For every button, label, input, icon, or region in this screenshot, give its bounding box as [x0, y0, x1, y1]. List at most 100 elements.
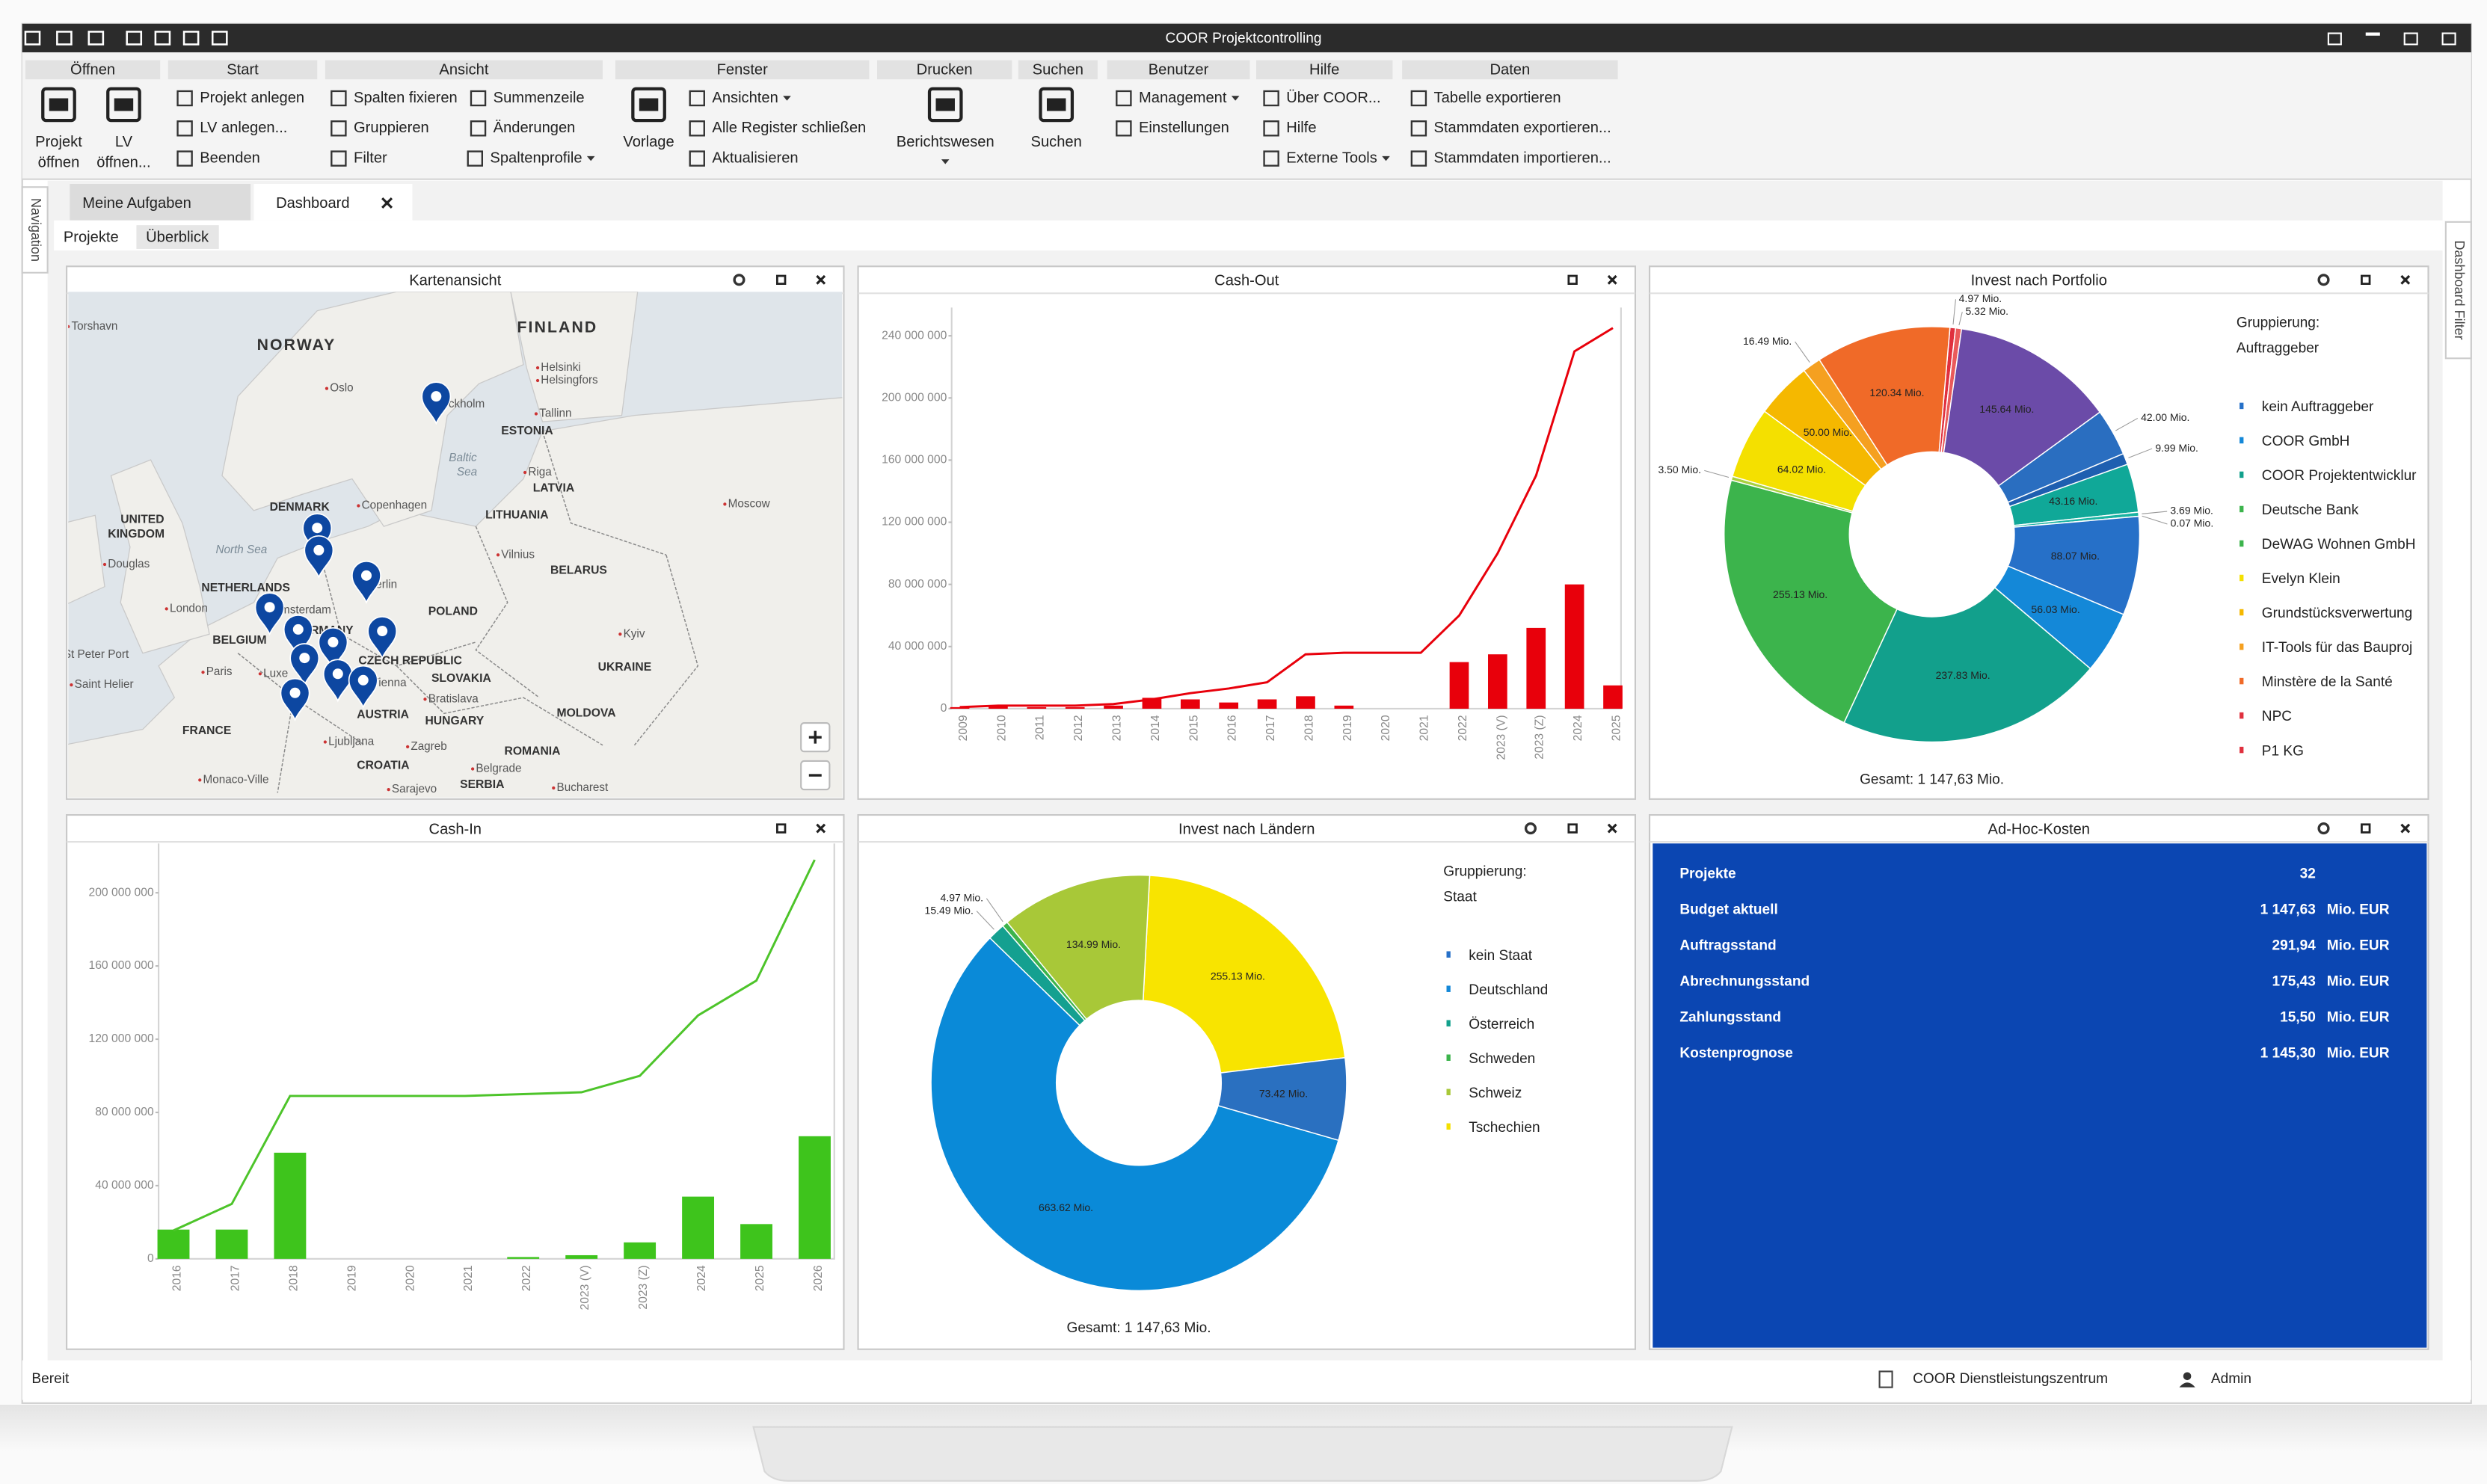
- ribbon-item-icon[interactable]: [1263, 90, 1279, 107]
- bar: [799, 1136, 831, 1259]
- panel-maximize[interactable]: [1567, 274, 1578, 285]
- map-pin[interactable]: [283, 615, 313, 659]
- toolbar-icon[interactable]: [182, 31, 200, 46]
- toolbar-icon[interactable]: [211, 31, 228, 46]
- x-tick-label: 2022: [520, 1265, 533, 1291]
- map-pin[interactable]: [348, 665, 378, 709]
- map-label: Copenhagen: [362, 499, 427, 512]
- panel-maximize[interactable]: [775, 823, 787, 834]
- panel-maximize[interactable]: [2361, 274, 2371, 285]
- legend-swatch: [1446, 1020, 1451, 1026]
- ribbon-item-label: Gruppieren: [354, 120, 429, 136]
- map-pin[interactable]: [351, 560, 381, 605]
- ribbon-item-icon[interactable]: [689, 120, 705, 137]
- panel-settings[interactable]: [2317, 822, 2330, 835]
- ribbon-item-icon[interactable]: [470, 120, 487, 137]
- map-city-dot: [523, 470, 527, 475]
- map-label: NORWAY: [257, 336, 336, 354]
- map-pin[interactable]: [318, 627, 348, 671]
- panel-maximize[interactable]: [2361, 823, 2371, 834]
- map-pin[interactable]: [421, 381, 452, 425]
- map-pin[interactable]: [289, 643, 320, 687]
- dropdown-arrow: [783, 96, 791, 101]
- panel-settings[interactable]: [733, 274, 746, 286]
- ribbon-button-icon[interactable]: [631, 87, 666, 123]
- map-pin[interactable]: [254, 592, 285, 636]
- panel-close[interactable]: [816, 274, 826, 285]
- ribbon-button-label: LV: [115, 134, 133, 150]
- ribbon-item-icon[interactable]: [331, 120, 347, 137]
- ribbon-item-icon[interactable]: [331, 150, 347, 167]
- ribbon-item-icon[interactable]: [1263, 120, 1279, 137]
- panel-settings[interactable]: [2317, 274, 2330, 286]
- toolbar-icon[interactable]: [56, 31, 73, 46]
- ribbon-item-icon[interactable]: [1410, 120, 1427, 137]
- legend-swatch: [2239, 746, 2244, 754]
- panel-settings[interactable]: [1524, 822, 1537, 835]
- ribbon-button-icon[interactable]: [41, 87, 76, 123]
- panel-maximize[interactable]: [775, 274, 787, 285]
- status-text: Bereit: [31, 1371, 70, 1387]
- legend-label: Evelyn Klein: [2262, 571, 2340, 587]
- ribbon-item-icon[interactable]: [176, 150, 193, 167]
- window-button[interactable]: [2441, 32, 2456, 46]
- map-pin[interactable]: [302, 513, 333, 557]
- ribbon-item-icon[interactable]: [1410, 150, 1427, 167]
- map-label: DENMARK: [270, 501, 331, 514]
- tab[interactable]: [70, 184, 251, 221]
- bar: [1603, 685, 1623, 709]
- panel-close[interactable]: [1607, 274, 1617, 285]
- map-land: [510, 292, 639, 422]
- ribbon-item-icon[interactable]: [689, 90, 705, 107]
- ribbon-button-icon[interactable]: [106, 87, 141, 123]
- x-tick-label: 2025: [1610, 715, 1623, 741]
- legend-label: Deutsche Bank: [2262, 502, 2359, 518]
- tab-close[interactable]: [381, 197, 393, 209]
- map-pin[interactable]: [280, 677, 310, 721]
- subtab-active[interactable]: [136, 225, 219, 249]
- window-button[interactable]: [2365, 32, 2380, 36]
- ribbon-item-icon[interactable]: [689, 150, 705, 167]
- window-button[interactable]: [2403, 32, 2418, 46]
- window-button[interactable]: [2327, 32, 2342, 46]
- panel-close[interactable]: [816, 823, 826, 834]
- panel-close[interactable]: [1607, 823, 1617, 834]
- side-tab-right[interactable]: [2444, 221, 2472, 360]
- map: TorshavnNORWAYFINLANDOsloStockholmHelsin…: [68, 292, 843, 798]
- map-city-dot: [258, 672, 262, 676]
- legend-swatch: [2239, 437, 2244, 444]
- window-title: COOR Projektcontrolling: [1166, 31, 1322, 46]
- legend-label: Österreich: [1469, 1017, 1534, 1032]
- toolbar-icon[interactable]: [87, 31, 105, 46]
- toolbar-icon[interactable]: [24, 31, 41, 46]
- ribbon-item-icon[interactable]: [1116, 120, 1132, 137]
- cash-in-panel: [66, 813, 845, 1350]
- map-label: SLOVAKIA: [431, 672, 491, 685]
- panel-close[interactable]: [2400, 823, 2411, 834]
- ribbon-item-icon[interactable]: [1410, 90, 1427, 107]
- legend-swatch: [2239, 609, 2244, 616]
- ribbon-item-icon[interactable]: [1116, 90, 1132, 107]
- ribbon-item-icon[interactable]: [176, 120, 193, 137]
- side-tab-left[interactable]: [21, 186, 49, 274]
- status-org: COOR Dienstleistungszentrum: [1913, 1371, 2108, 1387]
- panel-maximize[interactable]: [1567, 823, 1578, 834]
- pie-label: 16.49 Mio.: [1743, 335, 1792, 347]
- grouping-value: Staat: [1443, 889, 1477, 905]
- toolbar-icon[interactable]: [154, 31, 171, 46]
- ribbon-item-icon[interactable]: [470, 90, 487, 107]
- map-pin[interactable]: [367, 616, 398, 660]
- ribbon-item-icon[interactable]: [331, 90, 347, 107]
- toolbar-icon[interactable]: [126, 31, 143, 46]
- panel-close[interactable]: [2400, 274, 2411, 285]
- ribbon-item-icon[interactable]: [1263, 150, 1279, 167]
- bar: [950, 706, 970, 709]
- map-pin-dot: [431, 391, 442, 402]
- ribbon-item-icon[interactable]: [467, 150, 484, 167]
- ribbon-button-icon[interactable]: [927, 87, 963, 123]
- pie-slice: [1723, 479, 1898, 724]
- map-label: NETHERLANDS: [201, 582, 290, 594]
- ribbon-item-icon[interactable]: [176, 90, 193, 107]
- ribbon-button-icon[interactable]: [1039, 87, 1075, 123]
- map-pin[interactable]: [304, 535, 334, 579]
